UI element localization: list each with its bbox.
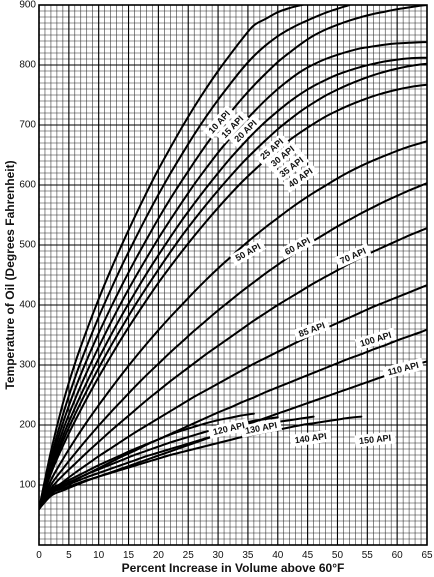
series-line-100-api — [39, 328, 427, 510]
curve-label-bg-110-api — [382, 357, 425, 380]
series-line-85-api — [39, 284, 427, 510]
curve-label-bg-130-api — [240, 418, 283, 438]
x-tick-label: 35 — [242, 550, 254, 561]
curve-label-140-api: 140 API — [294, 431, 327, 445]
curve-label-bg-50-api — [229, 238, 267, 266]
y-tick-label: 200 — [19, 420, 36, 431]
curve-label-bg-85-api — [293, 317, 331, 342]
y-axis-title: Temperature of Oil (Degrees Fahrenheit) — [3, 160, 17, 389]
curve-label-bg-25-api — [254, 132, 290, 166]
curve-label-backgrounds — [203, 104, 425, 448]
series-line-35-api — [39, 62, 427, 510]
x-tick-label: 10 — [93, 550, 105, 561]
series-line-40-api — [39, 83, 427, 510]
y-tick-label: 800 — [19, 60, 36, 71]
y-tick-label: 300 — [19, 360, 36, 371]
x-tick-label: 50 — [332, 550, 344, 561]
y-tick-label: 900 — [19, 0, 36, 11]
curve-label-bg-70-api — [334, 243, 372, 269]
x-tick-label: 30 — [213, 550, 225, 561]
curve-label-bg-20-api — [228, 114, 263, 148]
x-axis-title: Percent Increase in Volume above 60°F — [122, 561, 345, 575]
x-tick-label: 45 — [302, 550, 314, 561]
series-line-30-api — [39, 56, 427, 510]
series-line-150-api — [39, 415, 363, 510]
curve-label-bg-140-api — [289, 429, 332, 447]
y-axis-ticks: 100 200 300 400 500 600 700 800 900 — [19, 0, 36, 491]
series-line-120-api — [39, 412, 255, 510]
x-tick-label: 5 — [66, 550, 72, 561]
curve-label-150-api: 150 API — [359, 433, 392, 446]
x-tick-label: 60 — [392, 550, 404, 561]
x-tick-label: 0 — [36, 550, 42, 561]
curve-label-bg-35-api — [273, 151, 310, 183]
y-tick-label: 700 — [19, 120, 36, 131]
x-axis-ticks: 0 5 10 15 20 25 30 35 40 45 50 55 60 65 — [36, 550, 433, 561]
curve-label-bg-100-api — [354, 327, 397, 351]
plot-frame — [38, 4, 428, 546]
y-tick-label: 100 — [19, 480, 36, 491]
y-tick-label: 400 — [19, 300, 36, 311]
curve-label-bg-40-api — [282, 162, 319, 193]
x-tick-label: 55 — [362, 550, 374, 561]
x-tick-label: 15 — [123, 550, 135, 561]
series-line-20-api — [39, 5, 427, 510]
x-tick-label: 65 — [421, 550, 433, 561]
curve-label-bg-30-api — [265, 140, 300, 172]
curve-label-bg-120-api — [207, 418, 250, 439]
x-tick-label: 25 — [183, 550, 195, 561]
curve-label-bg-150-api — [354, 431, 396, 448]
curve-label-bg-60-api — [279, 232, 316, 260]
series-line-60-api — [39, 182, 427, 510]
y-tick-label: 600 — [19, 180, 36, 191]
x-tick-label: 20 — [153, 550, 165, 561]
y-tick-label: 500 — [19, 240, 36, 251]
series-line-10-api — [39, 5, 306, 510]
series-line-15-api — [39, 5, 351, 510]
curve-label-bg-10-api — [203, 104, 236, 140]
curve-label-bg-15-api — [215, 109, 249, 144]
x-tick-label: 40 — [272, 550, 284, 561]
